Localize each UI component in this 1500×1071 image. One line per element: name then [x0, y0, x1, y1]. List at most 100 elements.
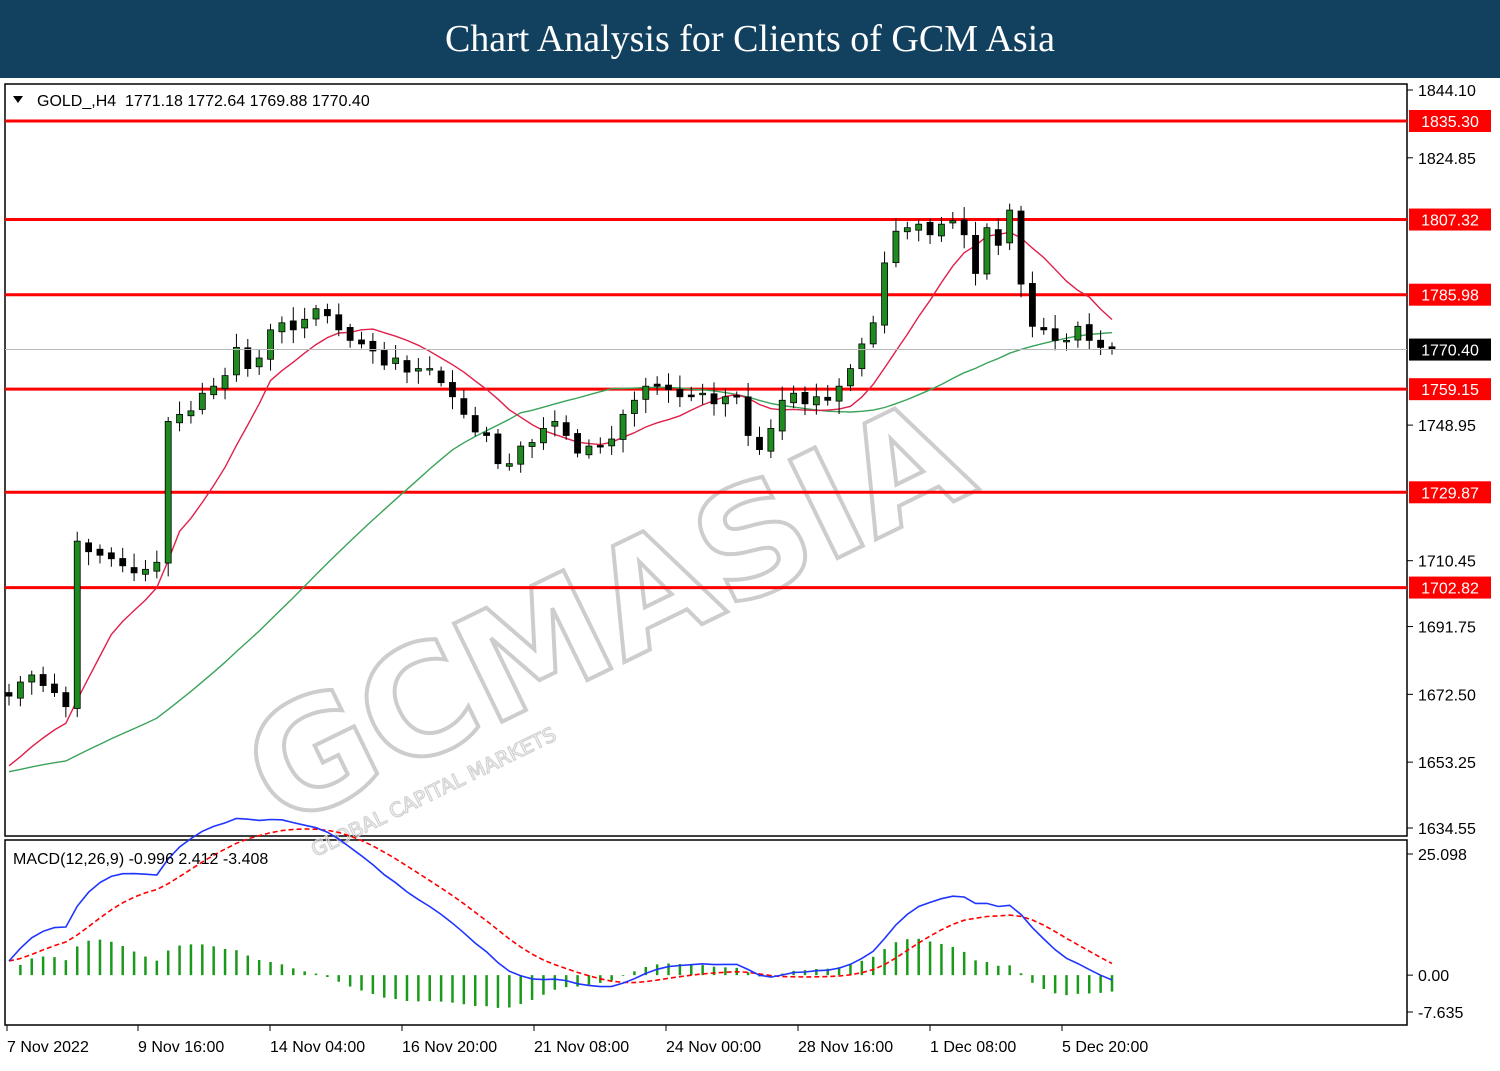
- candle-bear: [1029, 283, 1036, 327]
- candle-bear: [437, 370, 445, 384]
- price-tick-label: 1844.10: [1418, 83, 1476, 100]
- candle-bull: [938, 223, 945, 237]
- level-label: 1807.32: [1421, 213, 1479, 230]
- candle-bear: [96, 548, 104, 556]
- time-tick-label: 1 Dec 08:00: [930, 1039, 1016, 1056]
- candle-bear: [51, 683, 58, 693]
- dropdown-triangle-icon[interactable]: [13, 96, 23, 103]
- candle-bear: [449, 382, 456, 398]
- candle-bear: [676, 389, 684, 398]
- candle-bull: [73, 540, 81, 709]
- candle-bear: [710, 393, 718, 405]
- price-pane[interactable]: [4, 83, 1408, 837]
- current-price-label: 1770.40: [1421, 343, 1479, 360]
- candle-bull: [790, 392, 798, 404]
- price-tick-label: 1634.55: [1418, 821, 1476, 838]
- candle-bear: [960, 219, 968, 236]
- candle-bull: [1063, 340, 1070, 343]
- candle-bear: [1017, 210, 1025, 285]
- price-tick-label: 1653.25: [1418, 755, 1476, 772]
- level-label: 1759.15: [1421, 382, 1479, 399]
- candle-bear: [335, 314, 343, 331]
- candle-bear: [483, 432, 490, 436]
- candle-bear: [1085, 324, 1093, 341]
- candle-bear: [972, 234, 979, 274]
- candle-bull: [414, 368, 422, 372]
- candle-bear: [460, 398, 468, 415]
- price-tick-label: 1710.45: [1418, 554, 1476, 571]
- candle-bull: [983, 227, 991, 275]
- candle-bull: [721, 396, 729, 405]
- candle-bear: [824, 396, 832, 401]
- candle-bull: [812, 396, 820, 406]
- candle-bull: [301, 318, 309, 329]
- candle-bull: [1074, 325, 1082, 341]
- macd-tick-label: 0.00: [1418, 968, 1449, 985]
- candle-bull: [255, 357, 263, 368]
- candle-bull: [949, 220, 957, 224]
- level-label: 1729.87: [1421, 485, 1479, 502]
- candle-bull: [267, 329, 274, 360]
- candle-bear: [5, 692, 13, 697]
- candle-bear: [733, 395, 741, 398]
- candle-bull: [16, 681, 24, 699]
- candle-bull: [392, 357, 400, 364]
- candle-bull: [1006, 209, 1014, 244]
- candle-bull: [198, 392, 206, 410]
- price-tick-label: 1691.75: [1418, 620, 1476, 637]
- time-tick-label: 24 Nov 00:00: [666, 1039, 761, 1056]
- candle-bear: [1040, 327, 1048, 331]
- candle-bear: [596, 445, 604, 448]
- candle-bear: [346, 327, 354, 341]
- candle-bear: [562, 422, 570, 436]
- candle-bull: [778, 399, 786, 432]
- level-label-bg: [1409, 576, 1491, 599]
- candle-bear: [574, 433, 581, 454]
- candle-bear: [403, 360, 411, 373]
- candle-bear: [85, 542, 92, 553]
- candlesticks: [5, 203, 1116, 718]
- candle-bull: [608, 438, 616, 447]
- symbol-info: GOLD_,H4 1771.18 1772.64 1769.88 1770.40: [37, 93, 370, 110]
- time-tick-label: 5 Dec 20:00: [1062, 1039, 1148, 1056]
- level-label-bg: [1409, 481, 1491, 504]
- time-tick-label: 16 Nov 20:00: [402, 1039, 497, 1056]
- level-label-bg: [1409, 378, 1491, 401]
- level-label-bg: [1409, 208, 1491, 231]
- level-label: 1835.30: [1421, 114, 1479, 131]
- moving-average-slow: [8, 331, 1113, 773]
- macd-pane[interactable]: [4, 839, 1408, 1026]
- candle-bear: [801, 391, 809, 405]
- current-price-bg: [1409, 338, 1491, 361]
- candle-bear: [1097, 339, 1105, 348]
- price-axis: 1844.10 1824.85 1748.95 1710.45 1691.75 1672.…: [5, 83, 1491, 838]
- candle-bull: [176, 413, 183, 424]
- candle-bull: [619, 413, 627, 440]
- time-tick-label: 21 Nov 08:00: [534, 1039, 629, 1056]
- candle-bull: [142, 568, 149, 575]
- candle-bull: [233, 347, 240, 376]
- candle-bear: [130, 567, 138, 574]
- candle-bear: [244, 347, 252, 369]
- candle-bull: [915, 223, 923, 231]
- level-label: 1785.98: [1421, 288, 1479, 305]
- candle-bull: [881, 262, 888, 326]
- candle-bear: [665, 384, 672, 391]
- candle-bear: [926, 221, 934, 236]
- candle-bull: [153, 561, 161, 572]
- candle-bull: [528, 442, 536, 447]
- time-tick-label: 14 Nov 04:00: [270, 1039, 365, 1056]
- level-label: 1702.82: [1421, 581, 1479, 598]
- candle-bear: [323, 309, 331, 317]
- candle-bull: [642, 385, 650, 400]
- macd-tick-label: -7.635: [1418, 1005, 1463, 1022]
- price-tick-label: 1824.85: [1418, 151, 1476, 168]
- candle-bull: [631, 399, 638, 414]
- level-label-bg: [1409, 283, 1491, 306]
- candle-bear: [994, 229, 1002, 246]
- candle-bear: [494, 433, 502, 465]
- candle-bull: [278, 322, 286, 333]
- candle-bull: [835, 385, 843, 402]
- candle-bear: [107, 552, 115, 560]
